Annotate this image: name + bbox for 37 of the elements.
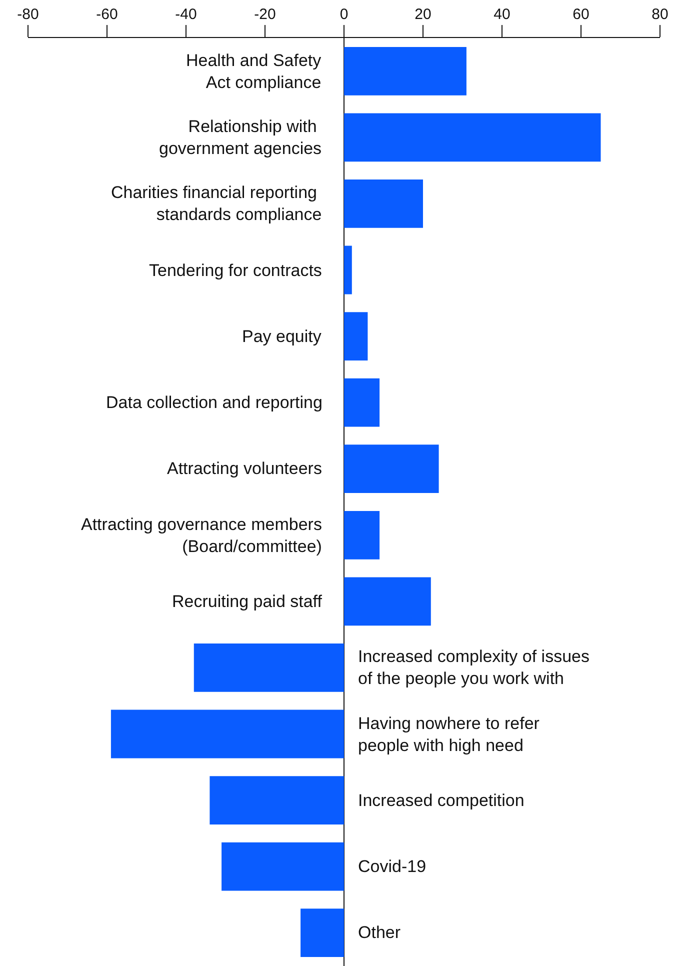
x-tick-label: 0 <box>340 6 348 23</box>
y-tick-label: Health and Safety Act compliance <box>186 51 322 92</box>
y-tick-label: Charities financial reporting standards compliance <box>111 183 322 224</box>
x-tick-label: 60 <box>572 6 590 23</box>
bar <box>222 842 344 891</box>
y-tick-label: Increased competition <box>358 791 524 810</box>
bar <box>344 246 352 294</box>
bar <box>344 378 380 427</box>
y-tick-label: Covid-19 <box>358 857 426 876</box>
y-tick-label: Tendering for contracts <box>149 261 322 280</box>
bar <box>344 46 466 96</box>
bar <box>344 312 368 360</box>
y-tick-label: Having nowhere to refer people with high need <box>358 714 540 756</box>
x-tick-label: 80 <box>652 6 668 23</box>
y-tick-label: Other <box>358 923 401 942</box>
bar <box>344 444 439 494</box>
y-tick-label: Attracting governance members (Board/committee) <box>81 515 322 556</box>
bar <box>344 510 380 560</box>
bar <box>344 577 431 626</box>
y-tick-label: Pay equity <box>242 327 322 346</box>
bar <box>194 644 344 692</box>
x-tick-label: 20 <box>414 6 432 23</box>
x-tick-label: 40 <box>494 6 510 23</box>
x-tick-label: -60 <box>96 6 118 23</box>
bar <box>300 908 344 958</box>
x-tick-label: -80 <box>17 6 39 23</box>
x-tick-label: -20 <box>254 6 276 23</box>
y-tick-label: Attracting volunteers <box>167 459 322 478</box>
y-tick-label: Recruiting paid staff <box>172 592 322 611</box>
y-tick-label: Relationship with government agencies <box>159 117 322 158</box>
bar <box>344 113 601 162</box>
bar <box>110 710 344 758</box>
x-tick-label: -40 <box>175 6 197 23</box>
bar <box>210 776 344 824</box>
bar <box>344 180 423 228</box>
y-tick-label: Data collection and reporting <box>106 393 322 412</box>
y-tick-label: Increased complexity of issues of the people you work with <box>358 647 590 688</box>
